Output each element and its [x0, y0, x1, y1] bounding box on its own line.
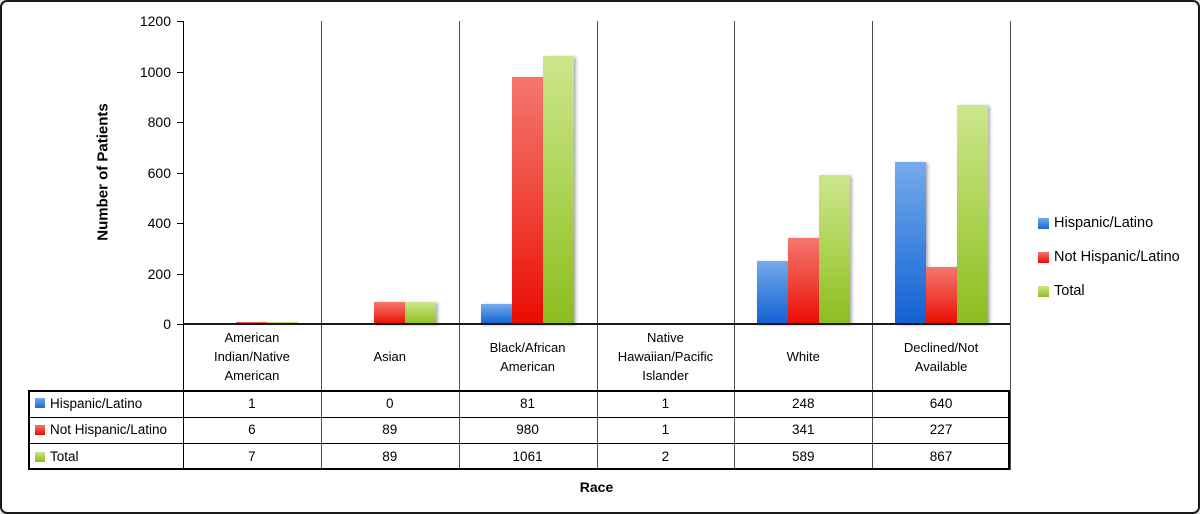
table-cell: 1: [248, 395, 256, 411]
table-cell: 2: [661, 449, 670, 465]
bar-hispanic-latino-black-african-american: [481, 303, 513, 324]
bar-hispanic-latino-white: [756, 261, 788, 324]
table-cell: 589: [791, 449, 815, 465]
legend-item-hispanic-latino: Hispanic/Latino: [1038, 215, 1180, 231]
table-cell: 640: [929, 395, 953, 411]
y-tick-label: 1000: [139, 63, 171, 80]
category-separator-line: [872, 21, 874, 470]
table-cell: 1: [661, 422, 670, 438]
x-tick-label-black-african-american: Black/African American: [489, 339, 566, 374]
legend-label: Total: [1054, 283, 1085, 299]
table-cell: 867: [929, 449, 953, 465]
data-table-outline: [28, 390, 1010, 470]
y-tick-mark: [177, 324, 183, 325]
table-cell: 1: [661, 395, 670, 411]
x-tick-label-declined-not-available: Declined/Not Available: [903, 339, 979, 374]
y-tick-label: 400: [147, 215, 171, 231]
table-cell: 6: [248, 422, 256, 438]
table-cell: 227: [929, 422, 953, 438]
table-cell: 0: [385, 395, 394, 411]
table-row-line: [28, 416, 1010, 418]
table-row-line: [28, 443, 1010, 445]
bar-total-asian: [405, 301, 437, 324]
table-cell: 341: [791, 422, 815, 438]
bar-not-hispanic-latino-asian: [374, 301, 406, 324]
y-axis-line: [183, 21, 184, 470]
y-tick-mark: [177, 172, 183, 174]
legend-swatch-icon: [1038, 217, 1049, 229]
table-cell: 89: [382, 449, 398, 465]
bar-total-white: [818, 175, 850, 324]
bar-not-hispanic-latino-white: [787, 237, 819, 324]
bar-total-black-african-american: [543, 56, 575, 324]
y-tick-mark: [177, 223, 183, 224]
table-row-header-total: Total: [31, 443, 182, 470]
table-cell: 81: [520, 395, 536, 411]
legend-item-not-hispanic-latino: Not Hispanic/Latino: [1038, 249, 1180, 265]
series-key-icon: [35, 451, 45, 462]
legend-label: Hispanic/Latino: [1054, 215, 1154, 231]
x-tick-label-american-indian-native-american: American Indian/Native American: [213, 330, 290, 383]
bar-total-declined-not-available: [956, 105, 988, 324]
y-tick-mark: [177, 21, 183, 22]
y-tick-mark: [177, 71, 183, 73]
category-separator-line: [458, 21, 460, 470]
category-separator-line: [1010, 21, 1011, 470]
bar-not-hispanic-latino-declined-not-available: [925, 266, 957, 324]
x-tick-label-native-hawaiian-pacific-islander: Native Hawaiian/Pacific Islander: [617, 330, 714, 383]
y-tick-label: 1200: [139, 13, 171, 29]
table-cell: 1061: [512, 449, 543, 465]
y-tick-mark: [177, 122, 183, 123]
x-axis-title: Race: [579, 479, 614, 495]
table-cell: 248: [791, 395, 815, 411]
y-tick-label: 800: [147, 114, 171, 130]
y-tick-label: 0: [163, 316, 171, 332]
table-cell: 89: [382, 422, 398, 438]
table-row-header-label: Hispanic/Latino: [50, 395, 143, 411]
x-axis-line: [183, 323, 1010, 325]
y-tick-mark: [177, 273, 183, 275]
table-row-header-label: Not Hispanic/Latino: [50, 422, 168, 438]
x-tick-label-asian: Asian: [373, 349, 406, 365]
legend-swatch-icon: [1038, 285, 1049, 297]
table-row-header-hispanic-latino: Hispanic/Latino: [31, 390, 182, 417]
table-row-header-label: Total: [50, 449, 79, 465]
legend: Hispanic/Latino Not Hispanic/Latino Total: [1038, 215, 1180, 299]
table-cell: 7: [248, 449, 256, 465]
y-tick-label: 200: [147, 265, 171, 282]
series-key-icon: [35, 398, 45, 409]
x-tick-label-white: White: [786, 349, 820, 365]
category-separator-line: [596, 21, 598, 470]
bar-not-hispanic-latino-black-african-american: [512, 76, 544, 324]
table-row-header-not-hispanic-latino: Not Hispanic/Latino: [31, 417, 182, 444]
category-separator-line: [734, 21, 736, 470]
y-tick-label: 600: [147, 164, 171, 181]
legend-item-total: Total: [1038, 283, 1180, 299]
bar-hispanic-latino-declined-not-available: [894, 162, 926, 324]
legend-label: Not Hispanic/Latino: [1054, 249, 1180, 265]
table-cell: 980: [516, 422, 539, 438]
series-key-icon: [35, 424, 45, 435]
legend-swatch-icon: [1038, 251, 1049, 263]
category-separator-line: [320, 21, 322, 470]
